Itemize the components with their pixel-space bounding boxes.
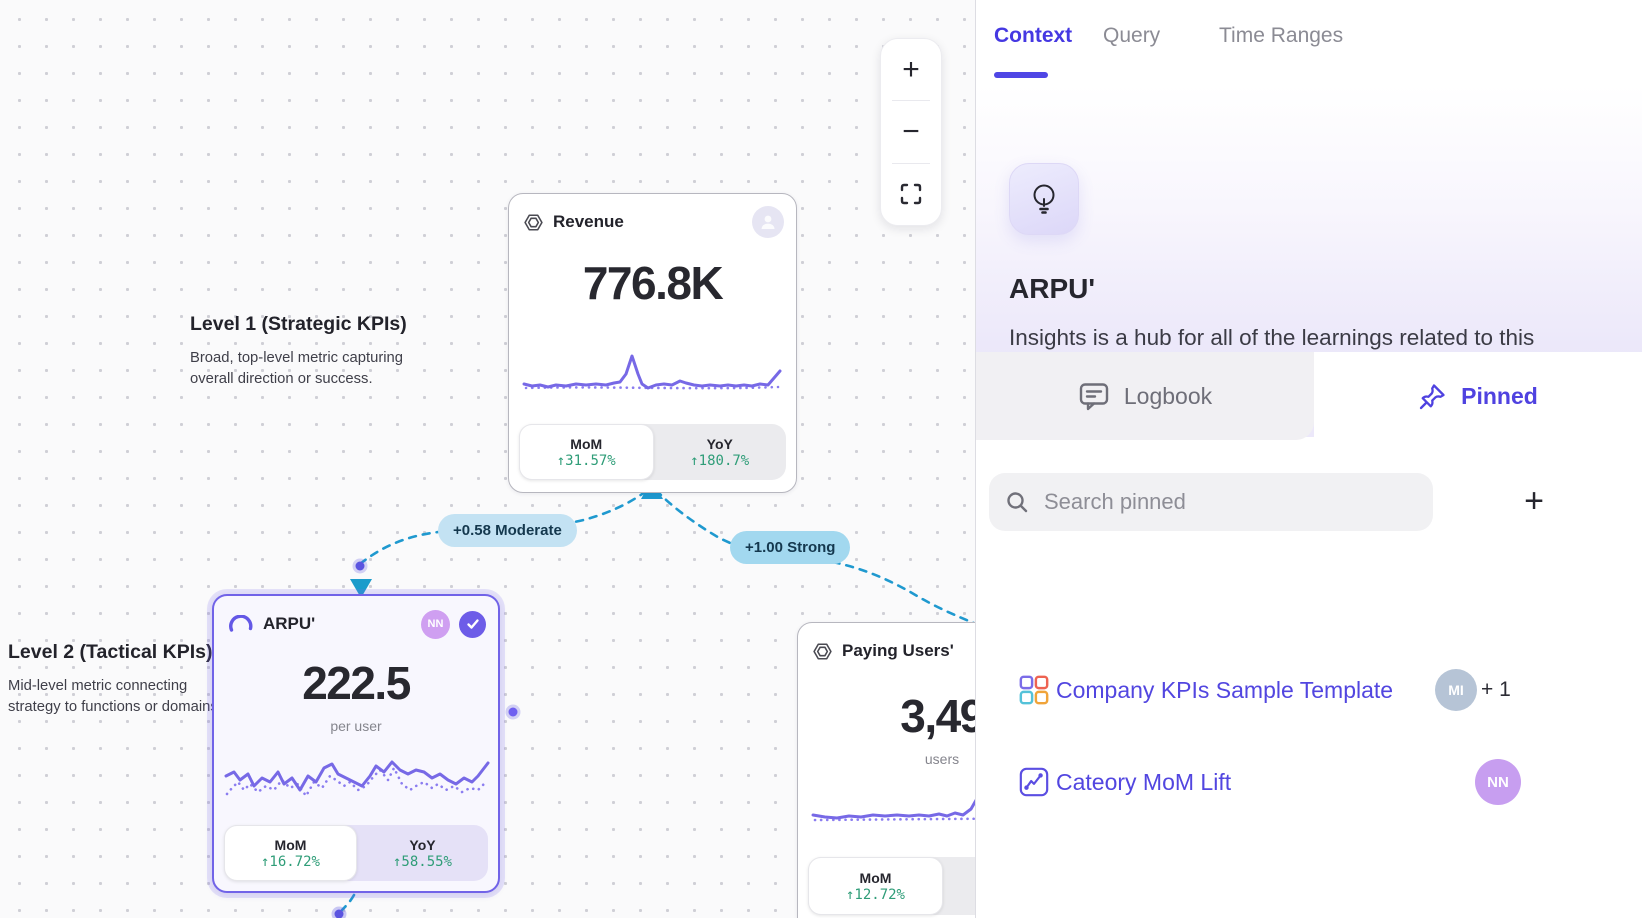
zoom-out-button[interactable]: − bbox=[881, 101, 941, 162]
toggle-mom-value: ↑12.72% bbox=[845, 886, 905, 903]
tab-time-ranges-label: Time Ranges bbox=[1219, 24, 1344, 47]
avatar-mi: MI bbox=[1435, 669, 1477, 711]
card-title-paying-users: Paying Users' bbox=[842, 641, 954, 660]
card-title-revenue: Revenue bbox=[553, 212, 624, 231]
metric-value-arpu: 222.5 bbox=[302, 657, 411, 709]
active-tab-indicator bbox=[994, 72, 1048, 78]
collaborator-avatar-nn: NN bbox=[421, 609, 450, 639]
canvas-zoom-toolbar: + − bbox=[880, 38, 942, 226]
pinned-item-extra-count: + 1 bbox=[1481, 678, 1511, 701]
toggle-mom-paying-users[interactable]: MoM ↑12.72% bbox=[808, 857, 943, 915]
pinned-item-label: Cateory MoM Lift bbox=[1056, 768, 1232, 795]
edge-label-moderate-text: +0.58 Moderate bbox=[453, 522, 562, 539]
edge-label-moderate[interactable]: +0.58 Moderate bbox=[438, 514, 577, 547]
toggle-mom-value: ↑31.57% bbox=[556, 452, 616, 469]
toggle-yoy-label: YoY bbox=[706, 435, 733, 452]
comment-icon bbox=[1078, 381, 1111, 411]
plus-icon: + bbox=[1524, 481, 1544, 520]
level-1-note: Level 1 (Strategic KPIs) Broad, top-leve… bbox=[190, 313, 407, 390]
toggle-mom-arpu[interactable]: MoM ↑16.72% bbox=[224, 825, 357, 881]
edge-arpu-down bbox=[340, 893, 356, 912]
insights-tile bbox=[1009, 163, 1079, 235]
toggle-mom-label: MoM bbox=[274, 836, 307, 853]
period-toggle-revenue: MoM ↑31.57% YoY ↑180.7% bbox=[519, 424, 786, 480]
search-icon bbox=[1005, 490, 1029, 514]
toggle-yoy-revenue[interactable]: YoY ↑180.7% bbox=[654, 424, 787, 480]
hexagon-node-icon bbox=[812, 641, 833, 662]
toggle-yoy-value: ↑58.55% bbox=[392, 853, 452, 870]
toggle-mom-label: MoM bbox=[570, 435, 603, 452]
hexagon-node-icon bbox=[523, 212, 544, 233]
level-2-note: Level 2 (Tactical KPIs) Mid-level metric… bbox=[8, 641, 222, 718]
lightbulb-icon bbox=[1026, 181, 1062, 217]
tab-query-label: Query bbox=[1103, 24, 1161, 47]
fit-screen-button[interactable] bbox=[881, 164, 941, 225]
pinned-search-row: + bbox=[976, 473, 1642, 533]
search-pinned-input[interactable] bbox=[1042, 488, 1417, 516]
sparkline-arpu bbox=[224, 760, 490, 798]
context-panel: Context Query Time Ranges bbox=[975, 0, 1642, 918]
toggle-yoy-label: YoY bbox=[409, 836, 436, 853]
zoom-in-button[interactable]: + bbox=[881, 39, 941, 100]
sparkline-revenue bbox=[522, 354, 782, 390]
period-toggle-arpu: MoM ↑16.72% YoY ↑58.55% bbox=[224, 825, 488, 881]
toggle-mom-label: MoM bbox=[859, 869, 892, 886]
toggle-yoy-value: ↑180.7% bbox=[690, 452, 750, 469]
subtab-pinned[interactable]: Pinned bbox=[1314, 352, 1642, 440]
level-1-desc-line2: overall direction or success. bbox=[190, 371, 373, 387]
level-1-desc-line1: Broad, top-level metric capturing bbox=[190, 350, 404, 366]
minus-icon: − bbox=[902, 114, 920, 148]
metric-value-paying-users: 3,49 bbox=[900, 690, 985, 742]
search-pinned-field[interactable] bbox=[989, 473, 1433, 531]
pushpin-icon bbox=[1418, 381, 1448, 411]
tab-time-ranges[interactable]: Time Ranges bbox=[1219, 24, 1343, 48]
metric-hero-title: ARPU' bbox=[1009, 273, 1095, 304]
edge-label-strong-text: +1.00 Strong bbox=[745, 539, 836, 556]
toggle-yoy-arpu[interactable]: YoY ↑58.55% bbox=[357, 825, 488, 881]
verified-check-badge bbox=[459, 610, 486, 638]
card-title-arpu: ARPU' bbox=[263, 614, 316, 633]
plus-icon: + bbox=[902, 52, 920, 86]
level-2-title: Level 2 (Tactical KPIs) bbox=[8, 641, 213, 663]
tab-query[interactable]: Query bbox=[1103, 24, 1160, 48]
panel-tab-bar: Context Query Time Ranges bbox=[976, 0, 1642, 85]
subtab-logbook-label: Logbook bbox=[1123, 382, 1213, 409]
add-pinned-button[interactable]: + bbox=[1514, 477, 1554, 525]
subtab-logbook[interactable]: Logbook bbox=[976, 352, 1314, 440]
fit-screen-icon bbox=[900, 183, 922, 205]
chart-lift-icon bbox=[1018, 766, 1050, 798]
metric-card-arpu[interactable]: ARPU' NN 222.5 per user MoM ↑16.72% bbox=[212, 594, 500, 893]
tab-context-label: Context bbox=[994, 24, 1073, 47]
tab-context[interactable]: Context bbox=[994, 24, 1072, 48]
metric-card-revenue[interactable]: Revenue 776.8K MoM ↑31.57% Yo bbox=[508, 193, 797, 493]
pinned-item-label: Company KPIs Sample Template bbox=[1056, 676, 1394, 703]
subtab-pinned-label: Pinned bbox=[1461, 382, 1538, 409]
owner-avatar-icon bbox=[752, 206, 784, 238]
pinned-item-company-kpis[interactable]: Company KPIs Sample Template MI + 1 bbox=[976, 663, 1642, 717]
toggle-mom-revenue[interactable]: MoM ↑31.57% bbox=[519, 424, 654, 480]
edge-label-strong[interactable]: +1.00 Strong bbox=[730, 531, 851, 564]
level-2-desc-line2: strategy to functions or domains. bbox=[8, 699, 222, 715]
metric-value-revenue: 776.8K bbox=[582, 257, 724, 309]
level-1-title: Level 1 (Strategic KPIs) bbox=[190, 313, 407, 335]
level-2-desc-line1: Mid-level metric connecting bbox=[8, 678, 188, 694]
metric-unit-paying-users: users bbox=[924, 751, 960, 767]
panel-subtabs: Logbook Pinned bbox=[976, 352, 1642, 440]
metric-unit-arpu: per user bbox=[330, 718, 382, 734]
template-grid-icon bbox=[1018, 674, 1050, 706]
toggle-mom-value: ↑16.72% bbox=[260, 853, 320, 870]
pinned-item-cateory-mom-lift[interactable]: Cateory MoM Lift NN bbox=[976, 755, 1642, 809]
avatar-nn: NN bbox=[1475, 759, 1521, 805]
arc-metric-icon bbox=[228, 615, 254, 633]
